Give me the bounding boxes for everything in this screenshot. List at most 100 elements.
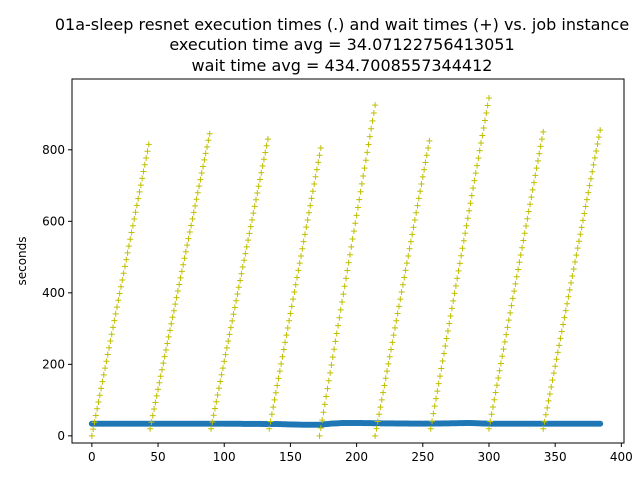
x-tick-label: 100: [213, 450, 236, 464]
wait-time-point: [194, 189, 201, 196]
wait-time-point: [557, 335, 564, 342]
wait-time-point: [500, 346, 507, 353]
wait-time-point: [219, 365, 226, 372]
wait-time-point: [492, 389, 499, 396]
wait-time-point: [133, 202, 140, 209]
wait-time-point: [305, 209, 312, 216]
wait-time-point: [210, 412, 217, 419]
wait-time-point: [511, 288, 518, 295]
wait-time-point: [181, 255, 188, 262]
wait-time-point: [100, 371, 107, 378]
wait-time-point: [369, 117, 376, 124]
wait-time-point: [325, 377, 332, 384]
wait-time-point: [141, 161, 148, 168]
wait-time-point: [538, 136, 545, 143]
wait-time-point: [288, 303, 295, 310]
wait-time-point: [398, 288, 405, 295]
wait-time-point: [581, 210, 588, 217]
wait-time-point: [147, 425, 154, 432]
wait-time-point: [397, 296, 404, 303]
y-tick-label: 0: [57, 429, 65, 443]
wait-time-point: [311, 181, 318, 187]
wait-time-point: [280, 346, 287, 353]
wait-time-point: [344, 267, 351, 274]
wait-time-point: [583, 196, 590, 203]
wait-time-point: [442, 343, 449, 350]
wait-time-point: [227, 324, 234, 331]
wait-time-point: [440, 350, 447, 357]
wait-time-point: [548, 384, 555, 391]
wait-time-point: [405, 252, 412, 259]
wait-time-point: [466, 207, 473, 214]
wait-time-point: [360, 172, 367, 179]
wait-time-point: [102, 365, 109, 372]
wait-time-point: [127, 236, 134, 243]
wait-time-point: [274, 382, 281, 389]
x-tick-label: 150: [279, 450, 302, 464]
wait-time-point: [168, 320, 175, 327]
wait-time-point: [450, 297, 457, 304]
wait-time-point: [340, 291, 347, 298]
wait-time-point: [193, 196, 200, 203]
wait-time-point: [489, 403, 496, 410]
wait-time-point: [427, 425, 434, 432]
x-tick-label: 300: [478, 450, 501, 464]
wait-time-point: [213, 398, 220, 405]
wait-time-point: [516, 259, 523, 266]
wait-time-point: [451, 290, 458, 297]
wait-time-point: [107, 337, 114, 344]
execution-time-point: [597, 420, 604, 427]
wait-time-point: [145, 141, 152, 148]
x-tick-label: 0: [88, 450, 96, 464]
wait-time-point: [523, 223, 530, 230]
wait-time-point: [463, 222, 470, 229]
wait-time-point: [430, 410, 437, 417]
wait-time-point: [292, 281, 299, 288]
wait-time-point: [572, 259, 579, 266]
wait-time-point: [155, 386, 162, 393]
wait-time-point: [262, 149, 269, 156]
wait-time-point: [251, 203, 258, 210]
wait-time-point: [495, 375, 502, 382]
wait-time-point: [578, 224, 585, 231]
wait-time-point: [380, 389, 387, 396]
wait-time-point: [354, 204, 361, 211]
wait-time-point: [114, 304, 121, 311]
wait-time-point: [411, 217, 418, 223]
wait-time-point: [478, 140, 485, 147]
wait-time-point: [217, 378, 224, 385]
wait-time-point: [116, 290, 123, 297]
wait-time-point: [295, 267, 302, 274]
wait-time-point: [162, 347, 169, 354]
wait-time-point: [188, 222, 195, 229]
wait-time-point: [225, 338, 232, 345]
chart-title-line-3: wait time avg = 434.7008557344412: [192, 56, 493, 75]
wait-time-point: [540, 425, 547, 432]
wait-time-point: [524, 215, 531, 222]
wait-time-point: [554, 349, 561, 356]
wait-time-point: [587, 175, 594, 182]
wait-time-point: [415, 195, 422, 202]
wait-time-point: [242, 250, 249, 257]
wait-time-point: [324, 385, 331, 392]
chart-title-line-2: execution time avg = 34.07122756413051: [169, 35, 514, 54]
wait-time-point: [487, 418, 494, 425]
wait-time-point: [139, 175, 146, 182]
wait-time-point: [435, 380, 442, 387]
wait-time-point: [309, 188, 316, 195]
wait-time-point: [541, 418, 548, 425]
wait-time-point: [365, 141, 372, 148]
wait-time-point: [446, 320, 453, 327]
wait-time-point: [249, 216, 256, 223]
wait-time-point: [332, 338, 339, 345]
wait-time-point: [577, 231, 584, 238]
x-tick-label: 200: [345, 450, 368, 464]
wait-time-point: [151, 406, 158, 413]
wait-time-point: [260, 156, 267, 163]
wait-time-point: [319, 417, 326, 424]
wait-time-point: [159, 366, 166, 373]
wait-time-point: [373, 425, 380, 432]
wait-time-point: [521, 230, 528, 237]
wait-time-point: [357, 188, 364, 195]
wait-time-point: [238, 270, 245, 277]
